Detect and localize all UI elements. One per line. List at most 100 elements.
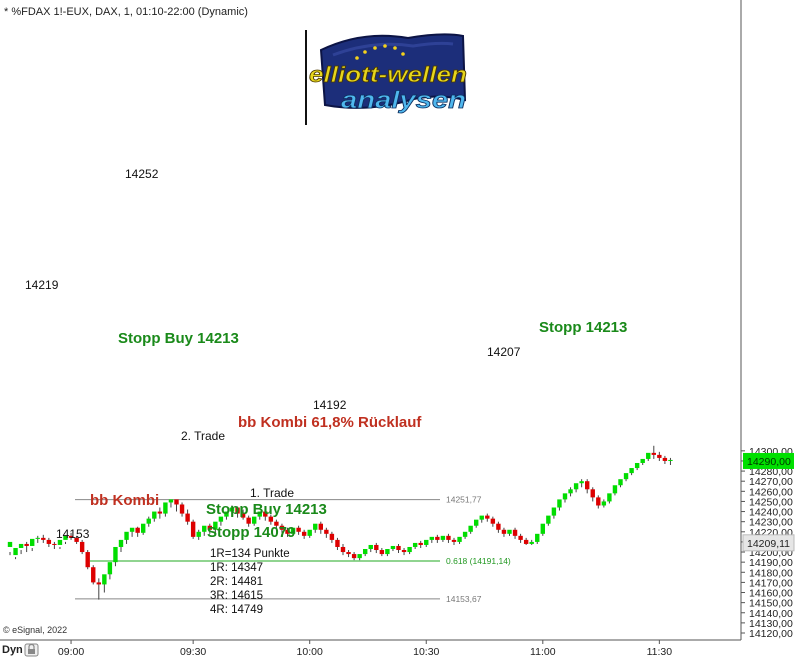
candle-body[interactable]: [474, 519, 479, 526]
candle-body[interactable]: [596, 497, 601, 506]
candle-body[interactable]: [374, 544, 379, 551]
candle-body[interactable]: [135, 527, 140, 533]
candle-body[interactable]: [207, 525, 212, 530]
price-axis[interactable]: [741, 0, 795, 640]
candle-body[interactable]: [640, 458, 645, 463]
candle-body[interactable]: [35, 537, 40, 539]
candle-body[interactable]: [551, 507, 557, 516]
candle-body[interactable]: [468, 525, 473, 532]
candle-body[interactable]: [257, 511, 262, 517]
candle-body[interactable]: [179, 504, 185, 514]
candle-body[interactable]: [340, 546, 346, 553]
dynamic-mode-label[interactable]: Dyn: [2, 644, 23, 656]
candle-body[interactable]: [163, 502, 168, 514]
candle-body[interactable]: [252, 516, 257, 524]
candle-body[interactable]: [41, 537, 46, 540]
candle-body[interactable]: [268, 516, 274, 522]
candle-body[interactable]: [30, 538, 35, 546]
candle-body[interactable]: [529, 541, 534, 544]
candle-body[interactable]: [607, 493, 612, 502]
candle-body[interactable]: [74, 537, 79, 542]
candle-body[interactable]: [18, 543, 24, 548]
candle-body[interactable]: [485, 515, 490, 519]
candle-body[interactable]: [324, 529, 329, 534]
candle-body[interactable]: [68, 535, 74, 538]
candle-body[interactable]: [396, 545, 401, 551]
candle-body[interactable]: [246, 517, 251, 524]
candle-body[interactable]: [351, 554, 357, 559]
candle-body[interactable]: [196, 531, 201, 537]
candle-body[interactable]: [202, 525, 207, 532]
candle-body[interactable]: [190, 521, 196, 537]
candle-body[interactable]: [662, 457, 668, 461]
candle-body[interactable]: [152, 511, 157, 519]
candle-body[interactable]: [429, 536, 434, 540]
candle-body[interactable]: [501, 529, 507, 534]
candle-body[interactable]: [634, 462, 640, 469]
candle-body[interactable]: [657, 454, 662, 458]
candle-body[interactable]: [274, 521, 279, 526]
candle-body[interactable]: [118, 539, 124, 547]
candle-body[interactable]: [113, 546, 118, 563]
candle-body[interactable]: [462, 531, 468, 537]
candle-body[interactable]: [357, 554, 362, 559]
candle-body[interactable]: [285, 529, 290, 534]
candle-body[interactable]: [618, 479, 623, 486]
candle-body[interactable]: [79, 541, 85, 553]
candle-body[interactable]: [13, 547, 18, 556]
candle-body[interactable]: [102, 574, 107, 585]
candle-body[interactable]: [307, 529, 312, 536]
candle-body[interactable]: [623, 473, 629, 480]
candle-body[interactable]: [301, 531, 307, 536]
candle-body[interactable]: [335, 539, 340, 547]
candle-body[interactable]: [263, 511, 268, 517]
candle-body[interactable]: [512, 529, 518, 536]
candle-body[interactable]: [518, 535, 523, 540]
candle-body[interactable]: [379, 550, 385, 555]
candle-body[interactable]: [585, 481, 590, 490]
candle-body[interactable]: [52, 543, 57, 545]
candle-body[interactable]: [490, 518, 496, 524]
candle-body[interactable]: [629, 468, 634, 474]
candle-body[interactable]: [435, 536, 440, 540]
candle-body[interactable]: [157, 511, 163, 514]
candle-body[interactable]: [646, 452, 651, 459]
candle-body[interactable]: [124, 531, 129, 540]
candle-body[interactable]: [568, 489, 573, 494]
candle-body[interactable]: [479, 515, 484, 520]
candle-body[interactable]: [107, 562, 113, 575]
candle-body[interactable]: [540, 523, 545, 534]
candle-body[interactable]: [612, 485, 618, 494]
candle-body[interactable]: [651, 452, 656, 455]
candle-body[interactable]: [213, 521, 218, 530]
candle-body[interactable]: [224, 511, 229, 517]
candle-body[interactable]: [363, 549, 368, 555]
candle-body[interactable]: [523, 539, 529, 544]
candle-body[interactable]: [24, 543, 29, 546]
candle-body[interactable]: [279, 525, 285, 530]
candle-body[interactable]: [418, 542, 423, 545]
candle-body[interactable]: [546, 515, 551, 524]
candle-body[interactable]: [296, 527, 301, 532]
candle-body[interactable]: [412, 542, 418, 547]
candle-body[interactable]: [91, 567, 96, 583]
candle-body[interactable]: [318, 523, 323, 530]
candle-body[interactable]: [457, 536, 462, 542]
candle-body[interactable]: [146, 518, 151, 524]
candle-body[interactable]: [385, 549, 390, 555]
candle-body[interactable]: [63, 535, 68, 540]
candle-body[interactable]: [57, 539, 63, 545]
candle-body[interactable]: [129, 527, 135, 532]
candle-body[interactable]: [141, 523, 146, 533]
candle-body[interactable]: [229, 507, 235, 512]
candle-body[interactable]: [507, 529, 512, 534]
candle-body[interactable]: [390, 545, 396, 550]
candle-body[interactable]: [168, 499, 174, 503]
candle-body[interactable]: [562, 493, 568, 500]
candle-body[interactable]: [368, 544, 373, 550]
candle-body[interactable]: [7, 541, 13, 547]
candle-body[interactable]: [174, 499, 179, 505]
candle-body[interactable]: [573, 483, 579, 490]
candle-body[interactable]: [451, 539, 457, 542]
